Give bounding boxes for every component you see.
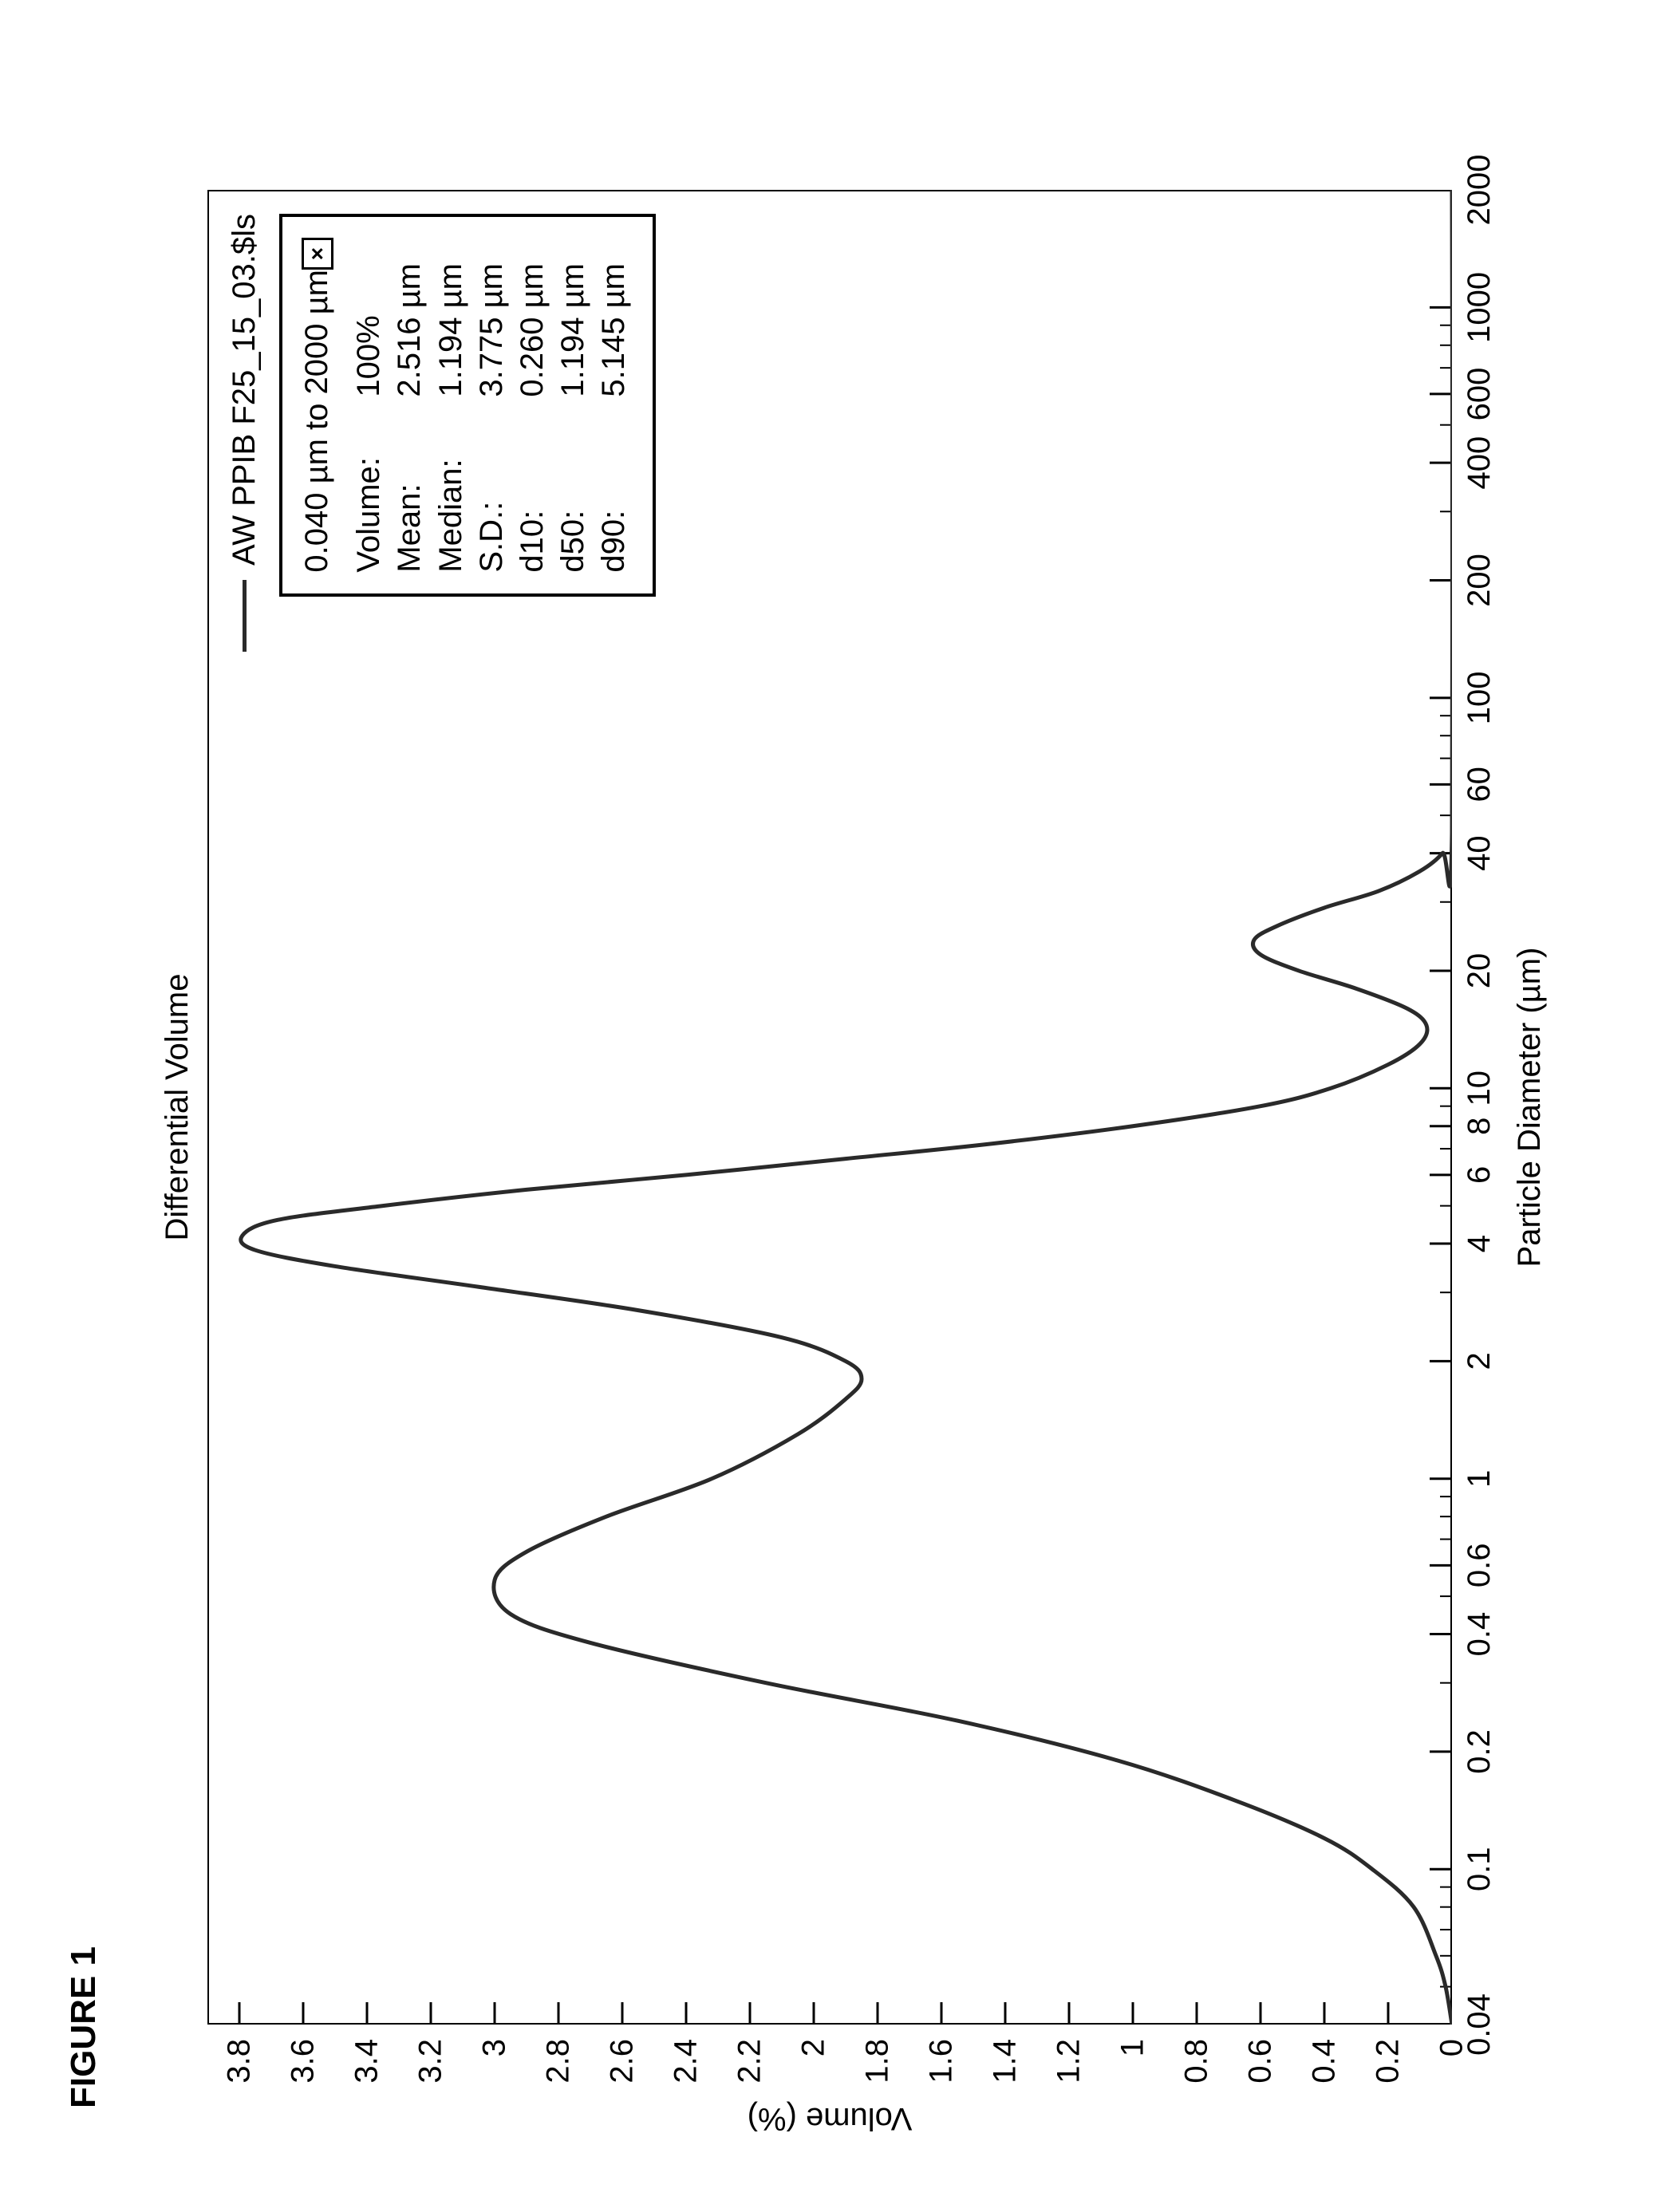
stats-key: d10: xyxy=(512,429,553,573)
stats-row: Volume: 100% xyxy=(349,238,389,573)
y-tick-label: 1 xyxy=(1115,2039,1151,2119)
y-tick-label: 3.2 xyxy=(413,2039,449,2119)
x-tick-label: 1 xyxy=(1462,1470,1497,1488)
x-tick-label: 2 xyxy=(1462,1352,1497,1370)
y-tick-label: 3.4 xyxy=(349,2039,385,2119)
y-tick-label: 3.6 xyxy=(286,2039,322,2119)
stats-key: S.D.: xyxy=(471,429,512,573)
x-tick-label: 4 xyxy=(1462,1235,1497,1252)
stats-row: Median: 1.194 µm xyxy=(431,238,471,573)
y-tick-label: 1.6 xyxy=(924,2039,960,2119)
x-tick-label: 0.2 xyxy=(1462,1729,1497,1774)
x-tick-label: 1000 xyxy=(1462,272,1497,343)
stats-value: 100% xyxy=(349,315,389,396)
stats-key: d50: xyxy=(553,429,594,573)
chart-title: Differential Volume xyxy=(160,190,195,2025)
x-tick-label: 0.1 xyxy=(1462,1847,1497,1891)
y-tick-label: 1.4 xyxy=(988,2039,1024,2119)
y-tick-label: 0.2 xyxy=(1371,2039,1407,2119)
figure-label: FIGURE 1 xyxy=(64,1946,104,2108)
stats-value: 2.516 µm xyxy=(389,263,430,397)
chart: Differential Volume Volume (%) Particle … xyxy=(207,190,1452,2025)
x-tick-label: 200 xyxy=(1462,554,1497,607)
y-tick-label: 0.6 xyxy=(1243,2039,1279,2119)
stats-key: Median: xyxy=(431,429,471,573)
y-tick-label: 3.8 xyxy=(222,2039,258,2119)
y-tick-label: 0.8 xyxy=(1179,2039,1215,2119)
stats-row: d50: 1.194 µm xyxy=(553,238,594,573)
y-tick-label: 1.2 xyxy=(1051,2039,1087,2119)
stats-value: 1.194 µm xyxy=(431,263,471,397)
y-tick-label: 2 xyxy=(796,2039,832,2119)
x-tick-label: 6 xyxy=(1462,1166,1497,1184)
x-tick-label: 0.4 xyxy=(1462,1612,1497,1657)
x-axis-label-text: Particle Diameter (µm) xyxy=(1512,948,1547,1268)
x-tick-label: 60 xyxy=(1462,767,1497,802)
legend-label: AW PPIB F25_15_03.$ls xyxy=(227,214,262,566)
stats-row: S.D.: 3.775 µm xyxy=(471,238,512,573)
stats-row: Mean: 2.516 µm xyxy=(389,238,430,573)
stats-key: Volume: xyxy=(349,429,389,573)
x-tick-label: 600 xyxy=(1462,368,1497,421)
chart-title-text: Differential Volume xyxy=(160,974,195,1241)
x-tick-label: 2000 xyxy=(1462,155,1497,226)
x-tick-label: 100 xyxy=(1462,671,1497,724)
stats-value: 5.145 µm xyxy=(594,263,634,397)
stats-value: 3.775 µm xyxy=(471,263,512,397)
stats-value: 0.260 µm xyxy=(512,263,553,397)
y-tick-label: 2.6 xyxy=(605,2039,641,2119)
x-tick-label: 10 xyxy=(1462,1071,1497,1106)
x-tick-label: 40 xyxy=(1462,835,1497,871)
stats-box: 0.040 µm to 2000 µm × Volume: 100%Mean: 2.… xyxy=(279,214,656,597)
x-tick-label: 0.04 xyxy=(1462,1993,1497,2056)
y-tick-label: 1.8 xyxy=(860,2039,896,2119)
y-tick-label: 2.2 xyxy=(732,2039,768,2119)
stats-rows: Volume:100%Mean:2.516 µmMedian:1.194 µmS… xyxy=(349,238,634,573)
close-icon[interactable]: × xyxy=(302,238,333,270)
y-tick-label: 0.4 xyxy=(1307,2039,1343,2119)
y-tick-label: 2.4 xyxy=(669,2039,704,2119)
legend-swatch xyxy=(243,580,247,652)
chart-legend: AW PPIB F25_15_03.$ls xyxy=(225,214,262,652)
x-tick-label: 8 xyxy=(1462,1118,1497,1135)
x-axis-label: Particle Diameter (µm) xyxy=(1512,190,1548,2025)
stats-row: d10: 0.260 µm xyxy=(512,238,553,573)
x-tick-labels: 0.040.10.20.40.6124681020406010020040060… xyxy=(1452,190,1500,2025)
y-tick-label: 3 xyxy=(477,2039,513,2119)
x-tick-label: 20 xyxy=(1462,953,1497,989)
x-tick-label: 0.6 xyxy=(1462,1544,1497,1588)
figure-label-text: FIGURE 1 xyxy=(64,1946,103,2108)
stats-value: 1.194 µm xyxy=(553,263,594,397)
stats-key: d90: xyxy=(594,429,634,573)
stats-key: Mean: xyxy=(389,429,430,573)
y-tick-label: 2.8 xyxy=(541,2039,577,2119)
stats-range: 0.040 µm to 2000 µm xyxy=(297,270,337,573)
x-tick-label: 400 xyxy=(1462,436,1497,490)
stats-row: d90: 5.145 µm xyxy=(594,238,634,573)
